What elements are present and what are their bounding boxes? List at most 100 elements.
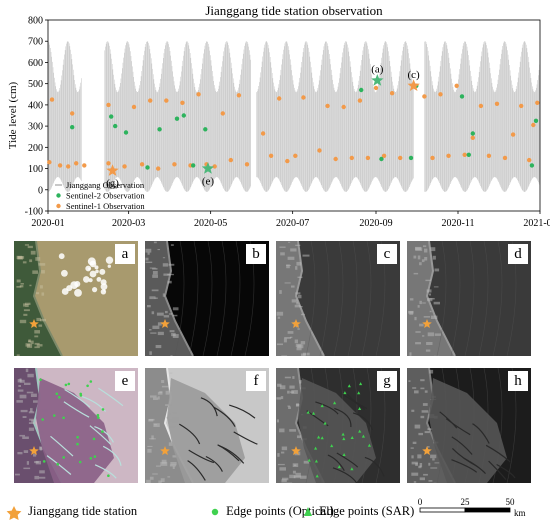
edge-point-optical (67, 382, 71, 386)
panel-cloud (89, 270, 97, 278)
edge-point-optical (78, 460, 82, 464)
panel-texture (157, 391, 163, 395)
panel-texture (23, 313, 28, 316)
panel-texture (303, 460, 311, 464)
panel-texture (294, 304, 301, 308)
panel-texture (20, 283, 24, 285)
panel-texture (19, 379, 25, 383)
panel-texture (423, 316, 430, 318)
panel-channel (63, 401, 90, 418)
sentinel2-point (408, 155, 414, 161)
panel-texture (161, 380, 165, 383)
panel-stripe (319, 241, 330, 356)
panel-stripe (305, 241, 316, 356)
panel-texture (23, 467, 31, 470)
panel-texture (295, 244, 301, 246)
legend-swatch-point (56, 203, 61, 209)
edge-point-sar (330, 444, 334, 448)
panel-texture (297, 435, 302, 439)
sentinel1-point (349, 155, 354, 161)
sentinel1-point (462, 152, 467, 157)
panel-texture (411, 472, 419, 476)
panel-texture (279, 246, 286, 248)
edge-point-optical (39, 378, 42, 381)
panel-texture (414, 424, 421, 429)
panel-channel (451, 447, 479, 468)
panel-tidal-flat (429, 378, 507, 483)
sentinel1-point (260, 131, 266, 136)
panel-cloud (105, 256, 114, 264)
panel-label-c: c (377, 244, 397, 264)
panel-texture (169, 372, 173, 374)
image-panel-d: d (407, 241, 531, 356)
sentinel2-point (181, 113, 186, 118)
panel-cloud (107, 264, 112, 268)
chart-title: Jianggang tide station observation (205, 3, 383, 18)
sentinel2-point (459, 94, 465, 99)
panel-texture (434, 333, 442, 336)
panel-texture (293, 475, 301, 479)
image-panel-b: b (145, 241, 269, 356)
panel-texture (41, 292, 45, 296)
edge-point-sar (315, 474, 319, 478)
panel-texture (172, 334, 179, 338)
panel-texture (17, 389, 24, 392)
sentinel1-point (422, 94, 427, 99)
panel-texture (162, 293, 165, 297)
panel-cloud (74, 281, 81, 287)
panel-stripe (333, 241, 344, 356)
panel-texture (433, 286, 439, 288)
panel-texture (151, 311, 155, 315)
panel-texture (417, 454, 422, 459)
x-tick-label: 2020-01 (31, 218, 64, 229)
panel-texture (147, 252, 150, 255)
sentinel1-point (365, 155, 371, 161)
sentinel2-point (191, 163, 196, 168)
panel-texture (412, 441, 417, 444)
panel-channel (451, 459, 478, 473)
panel-cloud (58, 253, 65, 260)
panel-texture (287, 405, 291, 407)
edge-point-optical (101, 408, 105, 411)
scale-bar: 0 25 50 km (418, 498, 526, 518)
panel-texture (300, 341, 306, 345)
panel-land (407, 368, 455, 483)
x-tick-label: 2021-01 (523, 218, 550, 229)
edge-point-sar (347, 384, 351, 388)
panel-texture (281, 355, 288, 356)
panel-stripe (464, 241, 475, 356)
panel-texture (168, 442, 175, 446)
panel-label-b: b (246, 244, 266, 264)
panel-texture (286, 482, 293, 483)
panel-texture (25, 304, 29, 307)
panel-texture (297, 328, 300, 330)
panel-texture (430, 315, 438, 319)
sentinel1-point (244, 162, 250, 167)
panel-texture (297, 344, 304, 349)
panel-texture (150, 395, 157, 398)
x-tick-label: 2020-03 (112, 218, 145, 229)
panel-texture (276, 343, 283, 346)
sentinel1-point (341, 104, 346, 110)
panel-channel (188, 449, 215, 464)
panel-texture (34, 475, 39, 480)
panel-texture (427, 446, 430, 448)
panel-texture (168, 313, 173, 315)
sentinel1-point (164, 98, 169, 103)
sentinel1-point (66, 164, 71, 169)
panel-texture (286, 264, 290, 269)
edge-point-sar (343, 391, 347, 395)
panel-texture (409, 352, 412, 356)
edge-point-optical (86, 384, 89, 388)
panel-texture (165, 390, 170, 395)
panel-texture (410, 447, 414, 449)
panel-texture (289, 429, 296, 432)
panel-channel (352, 412, 374, 431)
annotation-star (106, 164, 119, 176)
panel-channel (89, 425, 112, 445)
y-tick-label: 800 (28, 16, 43, 27)
panel-land (14, 241, 62, 356)
panel-texture (429, 310, 432, 313)
panel-stripe (361, 241, 372, 356)
panel-texture (295, 472, 301, 477)
